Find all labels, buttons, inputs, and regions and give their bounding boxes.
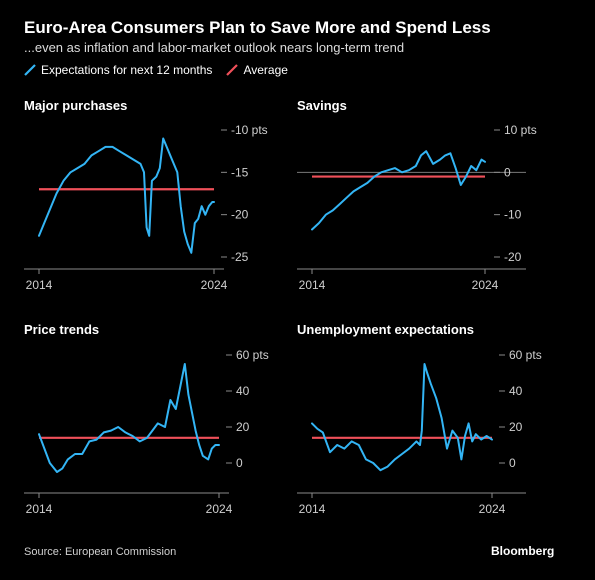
chart-subtitle: ...even as inflation and labor-market ou… <box>24 40 405 55</box>
major-purchases-x-tick-label: 2014 <box>26 278 53 292</box>
unemployment-chart: 60 pts 40 20 0 2014 2024 <box>297 348 542 516</box>
price-trends-y-tick-label: 60 pts <box>236 348 269 362</box>
unemployment-y-tick-label: 0 <box>509 456 516 470</box>
price-trends-expectations-line <box>38 363 220 473</box>
savings-y-tick-label: 0 <box>504 165 511 179</box>
major-purchases-y-tick-label: -15 <box>231 165 249 179</box>
major-purchases-y-tick-label: -25 <box>231 250 249 264</box>
panel-title-price-trends: Price trends <box>24 322 100 337</box>
unemployment-x-tick-label: 2014 <box>299 502 326 516</box>
savings-y-tick-label: -20 <box>504 250 522 264</box>
savings-x-tick-label: 2014 <box>299 278 326 292</box>
panel-title-unemployment: Unemployment expectations <box>297 322 474 337</box>
unemployment-y-tick-label: 60 pts <box>509 348 542 362</box>
panel-title-savings: Savings <box>297 98 347 113</box>
legend-swatch-average <box>226 64 239 76</box>
major-purchases-chart: -10 pts -15 -20 -25 2014 2024 <box>24 123 268 292</box>
unemployment-y-tick-label: 20 <box>509 420 523 434</box>
source-note: Source: European Commission <box>24 546 177 558</box>
legend-label-average: Average <box>243 63 288 77</box>
panel-title-major-purchases: Major purchases <box>24 98 128 113</box>
savings-x-tick-label: 2024 <box>472 278 499 292</box>
savings-chart: 10 pts 0 -10 -20 2014 2024 <box>297 123 537 292</box>
savings-y-tick-label: 10 pts <box>504 123 537 137</box>
price-trends-y-tick-label: 0 <box>236 456 243 470</box>
unemployment-expectations-line <box>311 363 493 472</box>
savings-y-tick-label: -10 <box>504 208 522 222</box>
legend-label-expectations: Expectations for next 12 months <box>41 63 213 77</box>
price-trends-y-tick-label: 40 <box>236 384 250 398</box>
bloomberg-logo: Bloomberg <box>491 544 555 558</box>
legend-item-expectations: Expectations for next 12 months <box>24 63 212 77</box>
price-trends-x-tick-label: 2014 <box>26 502 53 516</box>
legend: Expectations for next 12 months Average <box>24 63 302 77</box>
major-purchases-x-tick-label: 2024 <box>201 278 228 292</box>
legend-item-average: Average <box>226 63 288 77</box>
major-purchases-expectations-line <box>38 137 215 254</box>
price-trends-x-tick-label: 2024 <box>206 502 233 516</box>
price-trends-y-tick-label: 20 <box>236 420 250 434</box>
unemployment-y-tick-label: 40 <box>509 384 523 398</box>
savings-expectations-line <box>311 150 486 231</box>
price-trends-chart: 60 pts 40 20 0 2014 2024 <box>24 348 269 516</box>
legend-swatch-expectations <box>24 64 36 76</box>
chart-title: Euro-Area Consumers Plan to Save More an… <box>24 18 491 37</box>
unemployment-x-tick-label: 2024 <box>479 502 506 516</box>
major-purchases-y-tick-label: -20 <box>231 208 249 222</box>
major-purchases-y-tick-label: -10 pts <box>231 123 268 137</box>
